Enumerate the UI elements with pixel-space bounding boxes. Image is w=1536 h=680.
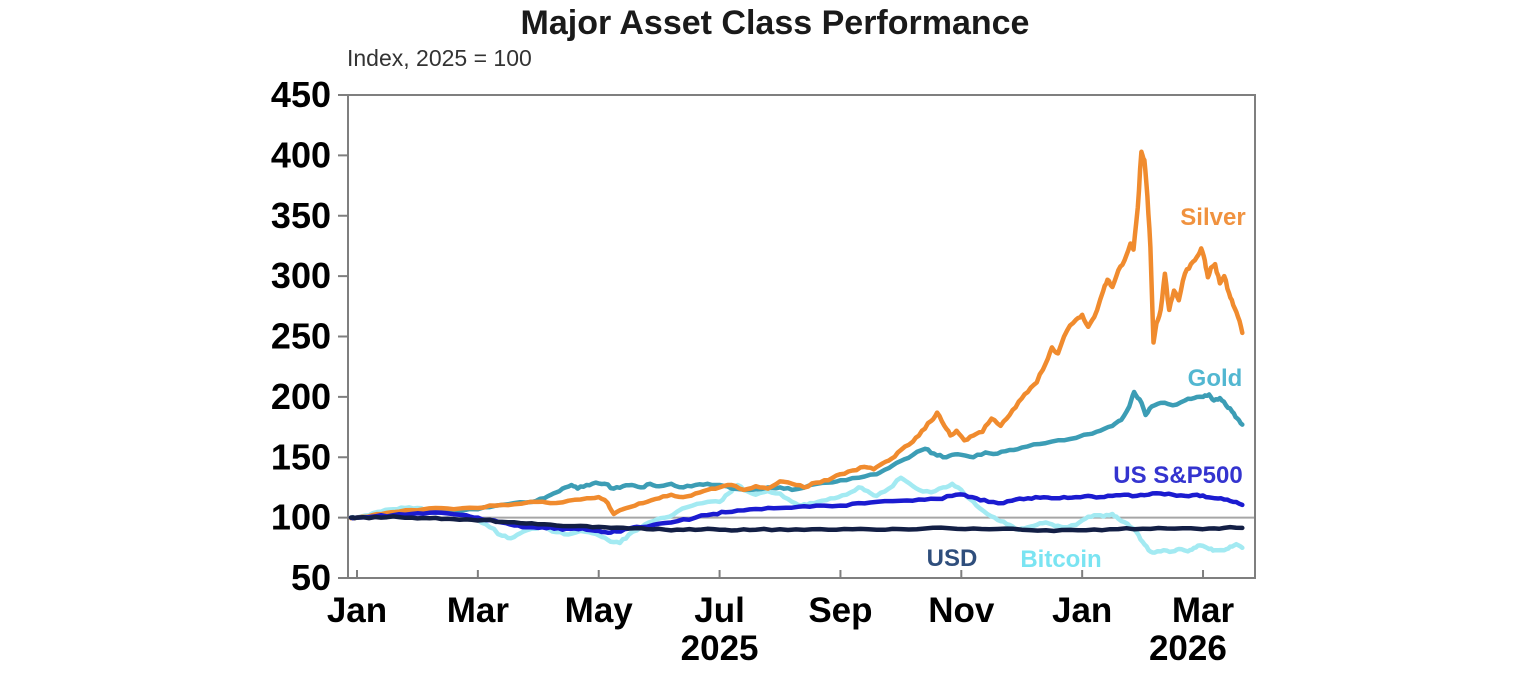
- x-axis-tick-label: May: [565, 591, 634, 630]
- y-axis-tick-label: 250: [271, 316, 331, 357]
- chart-subtitle: Index, 2025 = 100: [347, 45, 532, 71]
- x-axis-year-label: 2025: [681, 629, 759, 668]
- series-label-gold: Gold: [1188, 365, 1243, 392]
- series-line-silver: [348, 149, 1245, 521]
- series-line-sp500: [348, 490, 1245, 535]
- y-axis-tick-label: 300: [271, 255, 331, 296]
- series-label-bitcoin: Bitcoin: [1020, 546, 1101, 573]
- series-line-bitcoin: [348, 475, 1245, 555]
- series-line-gold: [348, 389, 1245, 521]
- y-axis-tick-label: 100: [271, 497, 331, 538]
- series-line-usd: [348, 514, 1245, 534]
- x-axis-tick-label: Sep: [808, 591, 872, 630]
- x-axis-year-label: 2026: [1149, 629, 1227, 668]
- chart-title: Major Asset Class Performance: [520, 4, 1030, 42]
- x-axis-tick-label: Nov: [928, 591, 995, 630]
- y-axis-tick-label: 400: [271, 134, 331, 175]
- series-label-silver: Silver: [1180, 204, 1245, 231]
- y-axis-tick-label: 50: [291, 557, 331, 598]
- x-axis-tick-label: Jul: [694, 591, 745, 630]
- x-axis-tick-label: Mar: [447, 591, 510, 630]
- y-axis-tick-label: 350: [271, 195, 331, 236]
- x-axis-tick-label: Mar: [1172, 591, 1235, 630]
- series-label-usd: USD: [927, 545, 978, 572]
- x-axis-tick-label: Jan: [1052, 591, 1112, 630]
- series-label-sp500: US S&P500: [1113, 462, 1242, 489]
- y-axis-tick-label: 200: [271, 376, 331, 417]
- x-axis-tick-label: Jan: [327, 591, 387, 630]
- y-axis-tick-label: 450: [271, 74, 331, 115]
- y-axis-tick-label: 150: [271, 436, 331, 477]
